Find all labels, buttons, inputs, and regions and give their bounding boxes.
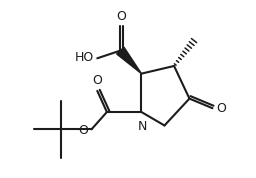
Text: O: O <box>116 10 126 23</box>
Text: HO: HO <box>74 51 94 64</box>
Text: O: O <box>217 102 227 115</box>
Text: O: O <box>92 74 102 87</box>
Text: N: N <box>138 120 147 133</box>
Polygon shape <box>117 47 141 74</box>
Text: O: O <box>78 124 88 137</box>
